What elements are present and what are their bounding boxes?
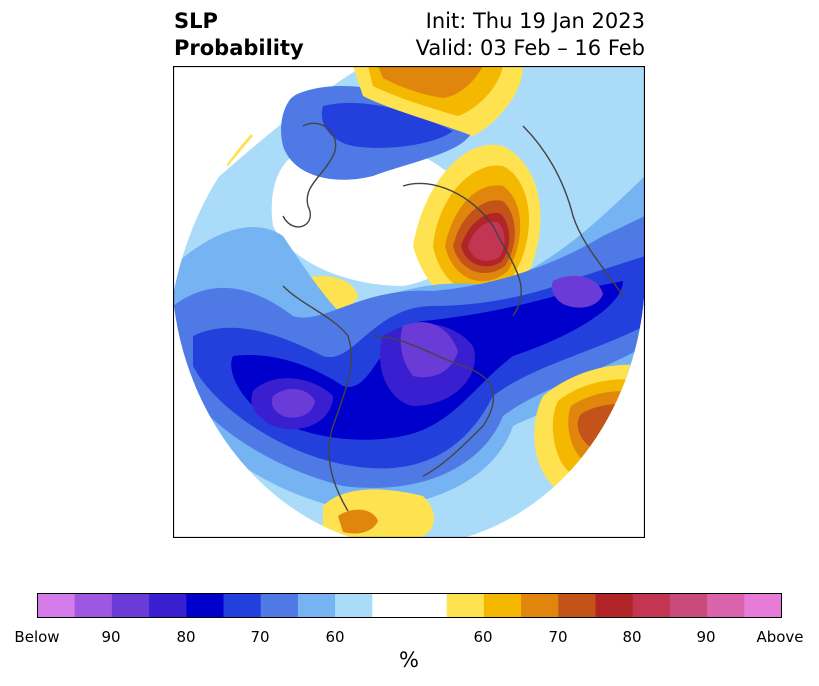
colorbar-swatch (558, 593, 596, 618)
shade-warm-top-dark (378, 66, 483, 98)
cb-tick-below: Below (14, 628, 60, 646)
shade-orange-south (338, 509, 378, 534)
cb-tick-below-70: 70 (250, 628, 270, 646)
colorbar-swatch (260, 593, 299, 618)
valid-range: Valid: 03 Feb – 16 Feb (415, 36, 645, 60)
colorbar-swatch (744, 593, 782, 618)
colorbar-swatches (37, 593, 782, 618)
colorbar-units: % (399, 648, 419, 672)
cb-tick-above-80: 80 (622, 628, 642, 646)
map-title-left: SLP Probability (174, 8, 304, 62)
shade-blue-nw-core (321, 102, 453, 148)
cb-tick-below-60: 60 (325, 628, 345, 646)
colorbar-swatch (521, 593, 559, 618)
colorbar-swatch (74, 593, 113, 618)
coastlines (282, 122, 624, 512)
colorbar (37, 593, 782, 618)
colorbar-swatch (669, 593, 708, 618)
cb-tick-above-60: 60 (473, 628, 493, 646)
colorbar-swatch (632, 593, 671, 618)
map-frame (173, 66, 645, 538)
shade-purple-atlantic (551, 275, 603, 308)
colorbar-swatch (111, 593, 150, 618)
cb-tick-above-70: 70 (548, 628, 568, 646)
colorbar-swatch (37, 593, 76, 618)
cb-tick-below-90: 90 (101, 628, 121, 646)
cb-tick-below-80: 80 (176, 628, 196, 646)
colorbar-swatch (297, 593, 336, 618)
colorbar-swatch (707, 593, 745, 618)
shade-purple-na-core (400, 322, 458, 378)
product-label: Probability (174, 36, 304, 60)
colorbar-swatch (149, 593, 187, 618)
colorbar-swatch (595, 593, 634, 618)
colorbar-swatch (335, 593, 373, 618)
map-title-right: Init: Thu 19 Jan 2023 Valid: 03 Feb – 16… (416, 8, 645, 62)
colorbar-swatch (446, 593, 485, 618)
shade-purple-pacific-core (271, 388, 315, 418)
colorbar-swatch (372, 593, 410, 618)
colorbar-swatch (223, 593, 262, 618)
colorbar-swatch (409, 593, 448, 618)
colorbar-swatch (483, 593, 522, 618)
cb-tick-above: Above (756, 628, 804, 646)
polar-probability-map (173, 66, 645, 538)
variable-label: SLP (174, 9, 218, 33)
cb-tick-above-90: 90 (696, 628, 716, 646)
init-date: Init: Thu 19 Jan 2023 (425, 9, 645, 33)
colorbar-swatch (186, 593, 224, 618)
colorbar-frame (37, 593, 782, 618)
